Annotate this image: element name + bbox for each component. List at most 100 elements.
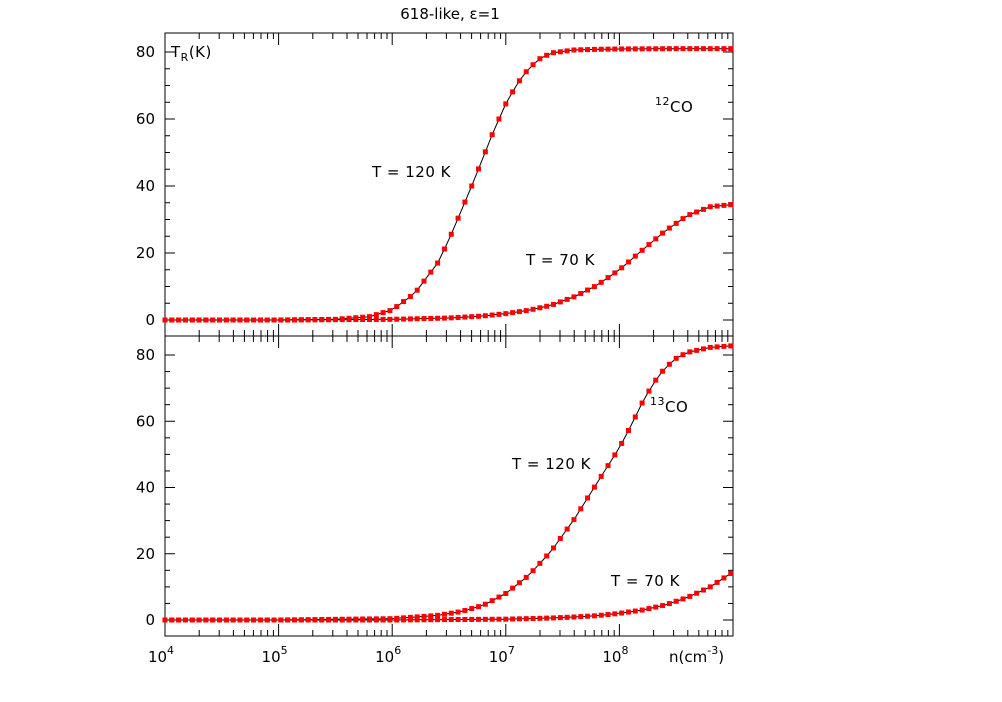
species-label: 12CO <box>655 95 693 116</box>
data-point <box>714 203 720 209</box>
data-point <box>462 199 468 205</box>
data-point <box>625 259 631 265</box>
data-point <box>448 231 454 237</box>
data-point <box>571 517 577 523</box>
data-point <box>332 317 338 323</box>
data-point <box>646 46 652 52</box>
data-point <box>612 270 618 276</box>
data-point <box>700 587 706 593</box>
data-point <box>516 580 522 586</box>
data-point <box>700 46 706 52</box>
data-point <box>346 617 352 623</box>
data-point <box>537 305 543 311</box>
data-point <box>476 166 482 172</box>
data-point <box>551 50 557 56</box>
data-point <box>687 212 693 218</box>
data-point <box>605 275 611 281</box>
data-point <box>666 361 672 367</box>
data-point <box>482 313 488 319</box>
data-point <box>230 617 236 623</box>
x-tick-label: 106 <box>375 644 401 666</box>
data-point <box>441 611 447 617</box>
data-point <box>407 617 413 623</box>
data-point <box>619 265 625 271</box>
data-point <box>537 56 543 62</box>
data-point <box>632 46 638 52</box>
data-point <box>660 230 666 236</box>
data-point <box>489 132 495 138</box>
data-point <box>237 317 243 323</box>
data-point <box>680 352 686 358</box>
data-point <box>189 317 195 323</box>
data-point <box>571 47 577 53</box>
data-point <box>421 278 427 284</box>
data-point <box>428 269 434 275</box>
plot-frame <box>164 335 734 637</box>
series-line-t120 <box>165 48 731 321</box>
data-point <box>162 317 168 323</box>
data-point <box>598 279 604 285</box>
data-point <box>591 613 597 619</box>
data-point <box>721 575 727 581</box>
data-point <box>530 62 536 68</box>
data-point <box>516 78 522 84</box>
data-point <box>503 311 509 317</box>
data-point <box>312 317 318 323</box>
data-point <box>285 317 291 323</box>
data-point <box>598 473 604 479</box>
data-point <box>728 202 734 208</box>
data-point <box>435 612 441 618</box>
y-tick-label: 40 <box>136 177 155 195</box>
data-point <box>619 610 625 616</box>
data-point <box>305 317 311 323</box>
data-point <box>244 317 250 323</box>
data-point <box>646 388 652 394</box>
data-point <box>551 545 557 551</box>
data-point <box>632 608 638 614</box>
data-point <box>557 49 563 55</box>
data-point <box>380 617 386 623</box>
data-point <box>162 617 168 623</box>
data-point <box>244 617 250 623</box>
data-point <box>380 316 386 322</box>
data-point <box>353 317 359 323</box>
data-point <box>428 617 434 623</box>
data-point <box>353 617 359 623</box>
data-point <box>210 317 216 323</box>
data-point <box>469 183 475 189</box>
y-tick-label: 20 <box>136 244 155 262</box>
x-tick-label: 104 <box>148 644 174 666</box>
data-point <box>578 47 584 53</box>
data-point <box>714 46 720 52</box>
data-point <box>625 428 631 434</box>
data-point <box>639 400 645 406</box>
data-point <box>639 247 645 253</box>
data-point <box>251 317 257 323</box>
data-point <box>339 317 345 323</box>
data-point <box>387 617 393 623</box>
data-point <box>435 315 441 321</box>
data-point <box>612 452 618 458</box>
data-point <box>660 46 666 52</box>
data-point <box>394 617 400 623</box>
data-point <box>721 46 727 52</box>
data-point <box>564 526 570 532</box>
data-point <box>605 46 611 52</box>
data-point <box>489 312 495 318</box>
data-point <box>448 610 454 616</box>
data-point <box>557 536 563 542</box>
data-point <box>455 215 461 221</box>
data-point <box>380 310 386 316</box>
data-point <box>366 617 372 623</box>
series-label: T = 70 K <box>525 251 596 269</box>
data-point <box>503 591 509 596</box>
data-point <box>680 216 686 222</box>
data-point <box>217 317 223 323</box>
data-point <box>176 617 182 623</box>
data-point <box>271 317 277 323</box>
data-point <box>700 346 706 352</box>
data-point <box>666 46 672 52</box>
data-point <box>728 343 734 349</box>
y-tick-label: 80 <box>136 346 155 364</box>
data-point <box>700 206 706 212</box>
